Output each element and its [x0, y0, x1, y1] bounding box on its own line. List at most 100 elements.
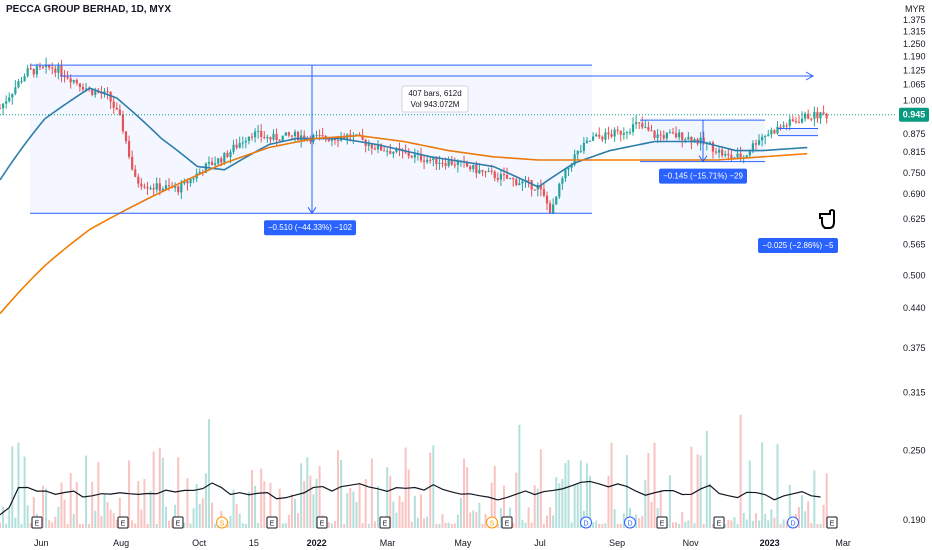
volume-bar [675, 522, 678, 528]
candle-body [281, 135, 284, 142]
volume-bar [269, 482, 272, 528]
measure-vol-label: Vol 943.072M [411, 100, 460, 109]
candle-body [275, 133, 278, 141]
volume-bar [512, 522, 515, 528]
y-tick-label: 0.440 [903, 303, 926, 313]
candle-body [635, 122, 638, 125]
volume-bar [8, 509, 11, 528]
candle-body [622, 133, 625, 135]
volume-bar [361, 523, 364, 528]
candle-body [164, 185, 168, 189]
volume-bar [51, 522, 54, 528]
volume-bar [638, 518, 641, 528]
candle-body [284, 132, 287, 136]
x-tick-label: Oct [192, 538, 207, 548]
y-tick-label: 0.500 [903, 271, 926, 281]
volume-bar [287, 514, 290, 528]
candle-body [727, 154, 730, 156]
candle-body [48, 64, 51, 68]
volume-bar [816, 523, 819, 528]
volume-bar [2, 506, 5, 528]
volume-bar [198, 503, 201, 528]
candle-body [754, 143, 758, 145]
volume-bar [164, 506, 167, 528]
candle-body [770, 130, 773, 135]
candle-body [26, 68, 29, 77]
candle-body [650, 130, 653, 132]
candle-body [152, 188, 155, 190]
y-tick-label: 0.565 [903, 240, 926, 250]
volume-bar [195, 483, 198, 528]
candle-body [619, 130, 622, 135]
candle-body [699, 137, 702, 144]
y-tick-label: 0.375 [903, 343, 926, 353]
volume-bar [367, 523, 370, 528]
volume-bar [727, 520, 730, 528]
volume-bar [26, 505, 29, 528]
volume-bar [552, 515, 555, 528]
volume-bar [395, 512, 398, 528]
volume-bar [263, 481, 266, 528]
volume-bar [303, 480, 306, 528]
volume-bar [131, 520, 134, 528]
candle-body [779, 126, 782, 128]
volume-bar [29, 523, 32, 528]
volume-bar [647, 452, 650, 528]
volume-bar [819, 523, 822, 528]
volume-bar [407, 469, 410, 528]
volume-bar [779, 523, 782, 528]
candle-body [336, 140, 340, 142]
candle-body [567, 167, 570, 170]
volume-bar [733, 517, 736, 528]
volume-bar [297, 513, 300, 528]
candle-body [561, 178, 564, 184]
volume-bar [576, 484, 579, 528]
volume-bar [103, 494, 106, 528]
candle-body [684, 139, 687, 141]
candle-body [548, 203, 552, 214]
volume-bar [687, 520, 690, 528]
volume-bar [115, 519, 118, 528]
volume-bar [294, 498, 297, 528]
last-price-badge [899, 107, 929, 122]
volume-bar [807, 501, 810, 528]
candle-body [112, 101, 115, 108]
volume-bar [825, 473, 828, 528]
candle-body [72, 80, 75, 83]
volume-bar [770, 509, 773, 528]
candle-body [717, 149, 721, 153]
volume-bar [250, 469, 253, 528]
candle-body [318, 135, 321, 137]
y-tick-label: 0.815 [903, 147, 926, 157]
volume-bar [78, 523, 81, 528]
candle-body [189, 178, 192, 184]
volume-bar [810, 522, 813, 528]
volume-bar [278, 488, 281, 528]
candle-body [155, 183, 158, 190]
candle-body [35, 66, 38, 75]
volume-bar [376, 486, 379, 528]
volume-bar [318, 466, 321, 528]
volume-bar [702, 523, 705, 528]
volume-bar [659, 490, 662, 528]
candle-body [816, 111, 819, 119]
earnings-marker [117, 516, 129, 529]
volume-bar [327, 522, 330, 528]
volume-bar [186, 478, 189, 528]
candle-body [788, 119, 791, 126]
volume-bar [312, 494, 315, 528]
volume-bar [515, 472, 518, 528]
volume-bar [622, 513, 625, 528]
candle-body [533, 189, 536, 191]
earnings-marker [826, 516, 838, 529]
candle-body [466, 162, 469, 167]
volume-bar [613, 509, 616, 528]
currency-label: MYR [905, 4, 926, 14]
volume-bar [300, 463, 303, 528]
candle-body [84, 88, 88, 90]
candle-body [582, 142, 585, 151]
volume-bar [20, 523, 23, 528]
candle-body [751, 143, 754, 152]
x-tick-label: May [454, 538, 472, 548]
